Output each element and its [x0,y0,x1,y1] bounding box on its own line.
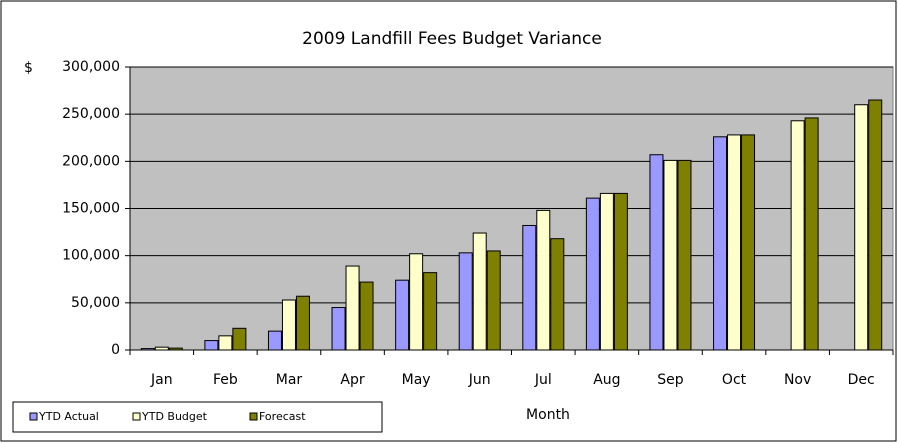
x-tick-label: May [402,372,431,388]
legend-swatch [132,412,141,421]
bar [472,232,487,351]
x-tick-label: Dec [848,372,875,388]
bar [663,159,678,351]
x-tick-label: Mar [276,372,303,388]
x-tick-label: Sep [657,372,684,388]
bar [232,327,247,351]
bar [409,253,424,351]
y-tick-label: 250,000 [62,106,120,122]
legend-label: YTD Budget [141,410,208,423]
bar [395,279,410,351]
bar [267,330,282,351]
bar [599,192,614,351]
chart-title: 2009 Landfill Fees Budget Variance [302,29,602,49]
x-tick-label: Jun [468,372,491,388]
bar [790,120,805,351]
x-tick-label: Jul [534,372,552,388]
x-tick-label: Jan [150,372,173,388]
bar [331,307,346,351]
bar [536,209,551,351]
bar [677,159,692,351]
bar [281,299,296,351]
bar [613,192,628,351]
legend-label: YTD Actual [38,410,99,423]
bar [218,335,233,351]
bar [649,154,664,351]
x-tick-label: Nov [784,372,811,388]
bar [727,134,742,351]
y-tick-label: 50,000 [71,295,120,311]
y-tick-label: 200,000 [62,153,120,169]
bar [140,348,155,351]
x-tick-label: Oct [722,372,747,388]
bar [550,238,565,351]
bar [204,340,219,351]
bar [359,281,374,351]
x-axis-label: Month [526,407,570,423]
bar [295,295,310,351]
bar [458,252,473,351]
legend-swatch [29,412,38,421]
bar [345,265,360,351]
bar [741,134,756,351]
y-tick-label: 150,000 [62,201,120,217]
bar [423,272,438,351]
bar [868,99,883,351]
legend-swatch [249,412,258,421]
bar [168,347,183,351]
bar [713,136,728,351]
y-tick-label: 100,000 [62,248,120,264]
bar [522,224,537,351]
y-axis-label: $ [24,60,33,76]
bar [804,117,819,351]
legend-label: Forecast [259,410,306,423]
y-tick-label: 0 [111,342,120,358]
y-tick-label: 300,000 [62,59,120,75]
x-tick-label: Feb [213,372,238,388]
bar [585,197,600,351]
legend-box [12,401,383,433]
bar [486,250,501,351]
x-tick-label: Aug [593,372,620,388]
bar [854,104,869,351]
bar [154,346,169,351]
x-tick-label: Apr [340,372,364,388]
